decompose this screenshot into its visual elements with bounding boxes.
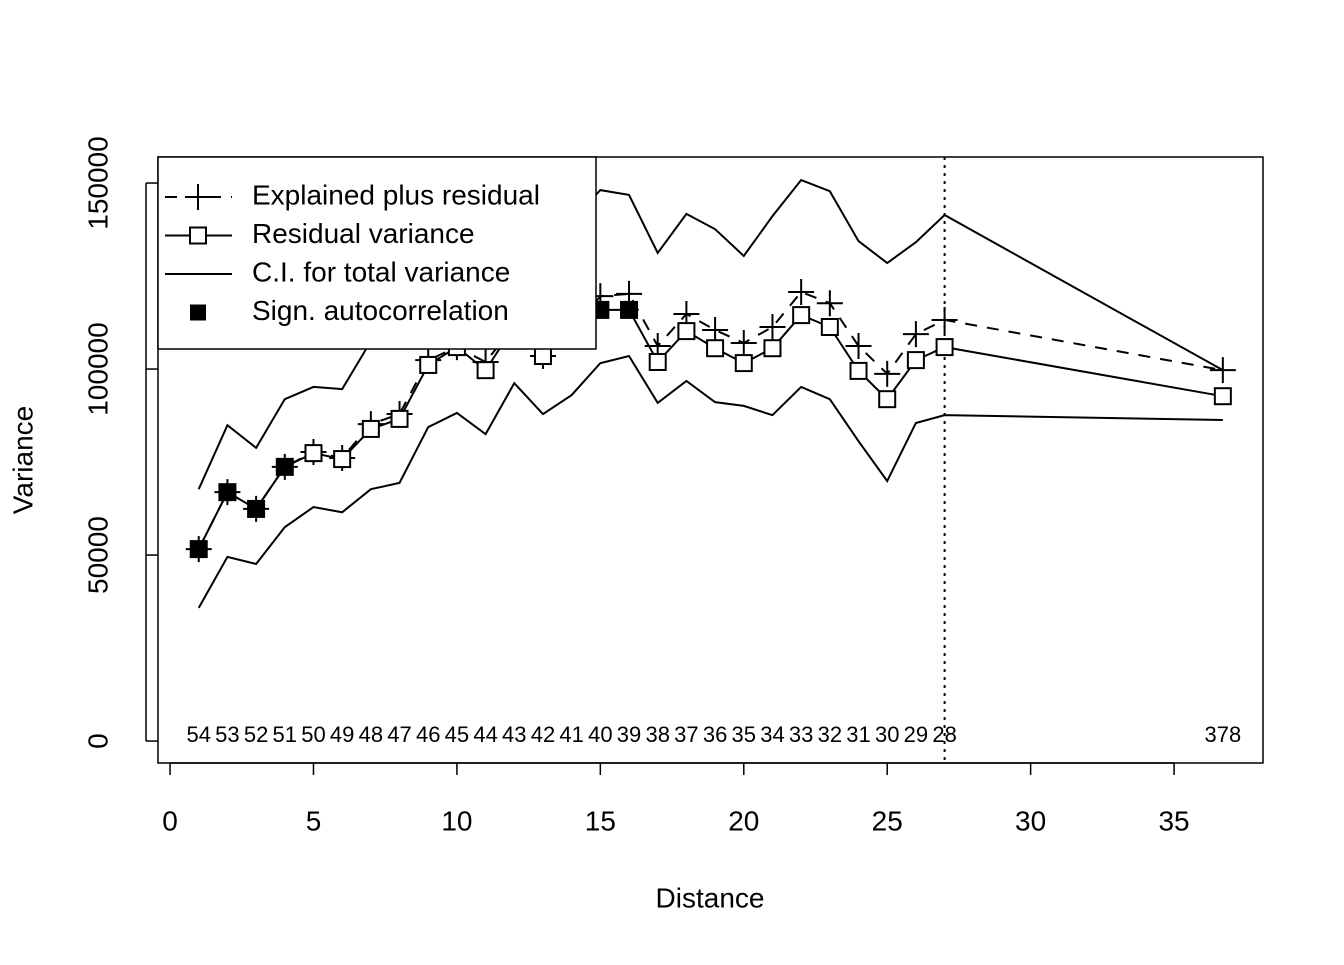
legend-label: C.I. for total variance [252, 256, 510, 287]
pair-count: 34 [760, 722, 784, 747]
pair-count: 50 [301, 722, 325, 747]
pair-count: 30 [875, 722, 899, 747]
pair-count: 48 [359, 722, 383, 747]
x-tick-label: 35 [1158, 805, 1189, 836]
legend-label: Sign. autocorrelation [252, 295, 509, 326]
square-marker [820, 318, 839, 337]
square-marker [906, 351, 925, 370]
pair-count: 47 [387, 722, 411, 747]
pair-count: 32 [818, 722, 842, 747]
legend-label: Explained plus residual [252, 179, 540, 210]
plus-marker [874, 360, 901, 387]
x-tick-label: 20 [728, 805, 759, 836]
x-tick-label: 30 [1015, 805, 1046, 836]
plus-marker [759, 314, 786, 341]
filled-square-marker [219, 484, 236, 501]
pair-count: 41 [559, 722, 583, 747]
pair-count: 33 [789, 722, 813, 747]
plus-marker [816, 290, 843, 317]
y-tick-label: 100000 [82, 322, 113, 415]
x-tick-label: 5 [306, 805, 322, 836]
legend-marker [185, 184, 211, 210]
legend-box [157, 156, 597, 350]
y-axis-title: Variance [7, 406, 38, 514]
plus-marker [1209, 357, 1236, 384]
pair-count: 49 [330, 722, 354, 747]
filled-square-marker [248, 500, 265, 517]
square-marker [419, 355, 438, 374]
pair-count: 29 [904, 722, 928, 747]
legend: Explained plus residual Residual variance… [157, 156, 597, 350]
x-tick-label: 15 [585, 805, 616, 836]
square-marker [1213, 387, 1232, 406]
plus-marker [730, 330, 757, 357]
plus-marker [931, 306, 958, 333]
pair-count: 31 [846, 722, 870, 747]
square-marker [849, 361, 868, 380]
square-marker [390, 409, 409, 428]
pair-count: 378 [1204, 722, 1241, 747]
square-marker [533, 347, 552, 366]
y-tick-label: 150000 [82, 136, 113, 229]
filled-square-marker [621, 301, 638, 318]
square-marker [476, 361, 495, 380]
ci-lower-line [197, 354, 1223, 609]
square-marker [734, 354, 753, 373]
y-tick-label: 50000 [82, 516, 113, 594]
plus-marker [788, 279, 815, 306]
pair-count: 44 [473, 722, 497, 747]
square-marker [878, 390, 897, 409]
pair-count: 36 [703, 722, 727, 747]
pair-count: 45 [445, 722, 469, 747]
pair-count: 53 [215, 722, 239, 747]
pair-count: 43 [502, 722, 526, 747]
legend-label: Residual variance [252, 218, 475, 249]
y-tick-label: 0 [82, 733, 113, 749]
plus-marker [702, 316, 729, 343]
square-marker [361, 419, 380, 438]
square-marker [706, 339, 725, 358]
square-marker [763, 339, 782, 358]
square-marker [333, 450, 352, 469]
x-tick-label: 25 [872, 805, 903, 836]
filled-square-marker [190, 541, 207, 558]
plus-marker [902, 321, 929, 348]
pair-count: 37 [674, 722, 698, 747]
x-tick-label: 0 [162, 805, 178, 836]
pair-count: 46 [416, 722, 440, 747]
pair-count: 39 [617, 722, 641, 747]
square-marker [304, 444, 323, 463]
pair-count: 54 [186, 722, 210, 747]
square-marker [648, 352, 667, 371]
pair-count: 38 [645, 722, 669, 747]
square-marker [677, 322, 696, 341]
pair-count: 28 [932, 722, 956, 747]
pair-count: 35 [732, 722, 756, 747]
x-tick-label: 10 [441, 805, 472, 836]
square-marker [935, 338, 954, 357]
legend-marker [190, 304, 206, 321]
plus-marker [845, 332, 872, 359]
legend-marker [189, 226, 207, 245]
square-marker [792, 306, 811, 325]
pair-count: 40 [588, 722, 612, 747]
pair-count: 51 [273, 722, 297, 747]
pair-count: 42 [531, 722, 555, 747]
filled-square-marker [276, 458, 293, 475]
pair-count: 52 [244, 722, 268, 747]
x-axis-title: Distance [656, 882, 765, 913]
